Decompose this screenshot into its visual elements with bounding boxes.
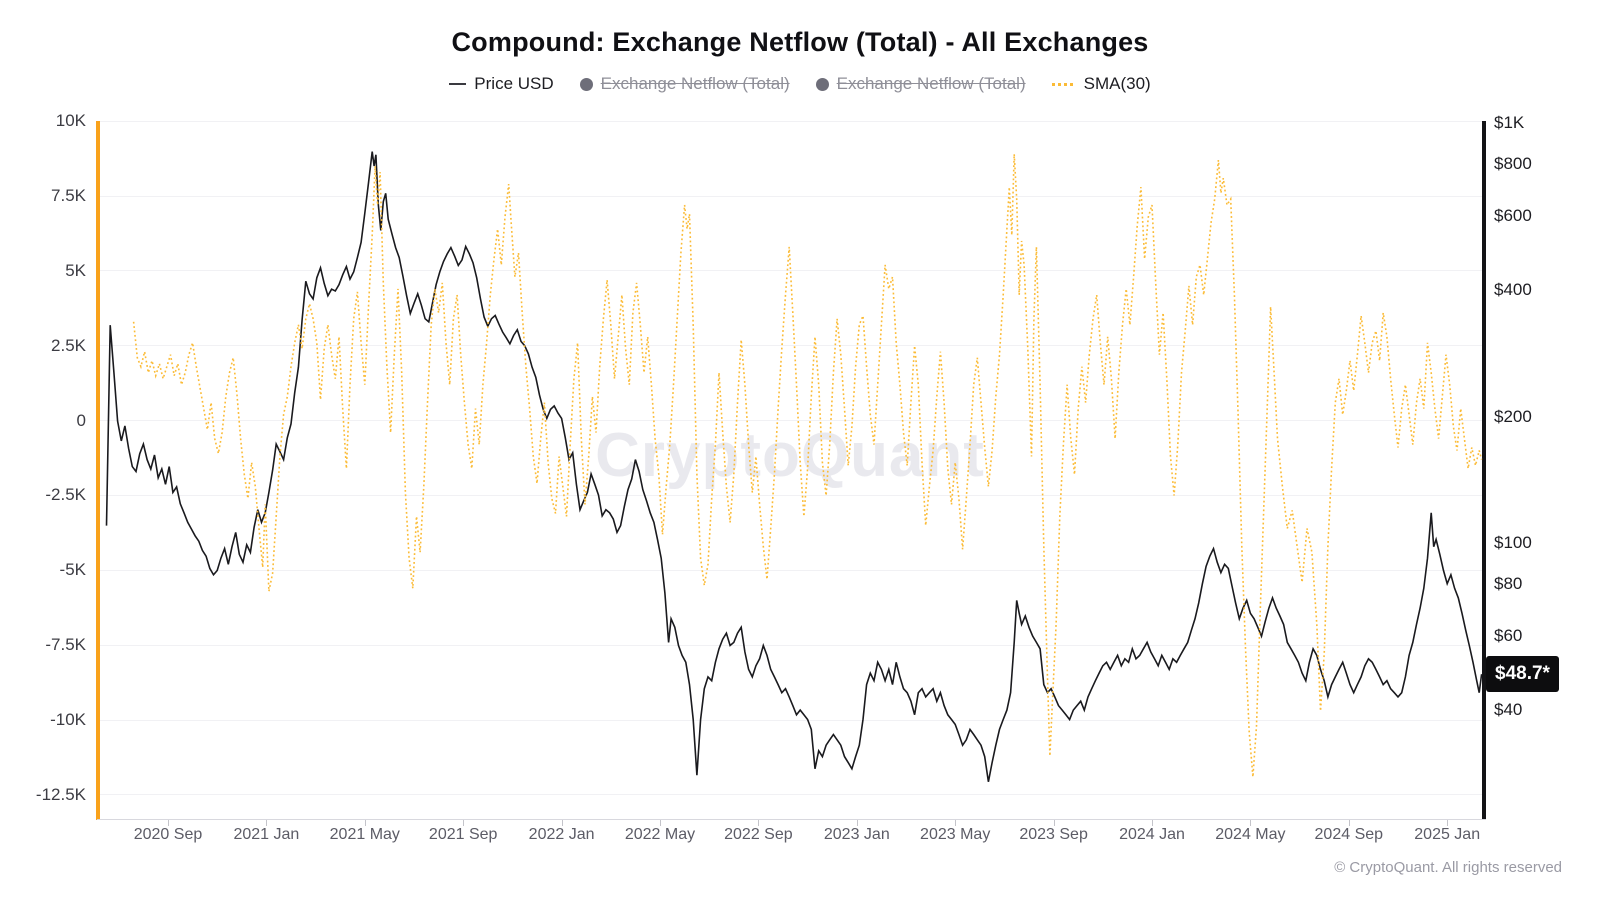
left-axis-tick-label: -5K [59, 560, 86, 580]
left-axis-line [96, 121, 100, 820]
legend: Price USD Exchange Netflow (Total) Exchang… [0, 74, 1600, 94]
gridline [97, 120, 1484, 122]
right-axis-tick-label: $100 [1494, 533, 1532, 552]
legend-line-icon [449, 83, 467, 85]
legend-item-label: Price USD [474, 74, 554, 93]
gridline [97, 270, 1484, 272]
gridline [97, 719, 1484, 721]
x-axis-line [97, 819, 1486, 820]
x-axis-tick [561, 820, 563, 826]
x-axis-tick [168, 820, 169, 826]
gridline [97, 195, 1484, 197]
x-axis-tick [1152, 820, 1153, 826]
x-axis-tick-label: 2022 Sep [724, 826, 793, 843]
x-axis-tick [1447, 820, 1449, 826]
legend-item-label: Exchange Netflow (Total) [836, 74, 1026, 93]
legend-dotted-line-icon [1051, 82, 1076, 86]
x-axis-tick-label: 2022 Jan [528, 826, 595, 843]
left-axis-tick-label: 7.5K [51, 186, 86, 206]
left-axis-tick-label: 5K [65, 260, 86, 280]
copyright-text: © CryptoQuant. All rights reserved [1334, 859, 1562, 876]
left-axis-tick-label: 10K [55, 111, 86, 131]
left-axis-tick-label: -12.5K [35, 784, 86, 804]
x-axis-tick-label: 2024 Jan [1119, 826, 1185, 843]
right-axis-tick-label: $200 [1494, 406, 1532, 426]
right-axis-tick-label: $80 [1494, 573, 1523, 593]
x-axis-tick [463, 820, 465, 826]
right-axis-tick-label: $400 [1494, 280, 1532, 300]
legend-item-price-usd[interactable]: Price USD [449, 74, 554, 94]
x-axis-tick-label: 2023 Jan [823, 826, 890, 843]
x-axis-tick-label: 2021 Jan [233, 826, 300, 843]
x-axis-tick-label: 2024 May [1215, 826, 1286, 843]
left-axis-tick-label: -7.5K [45, 635, 86, 655]
x-axis-tick [856, 820, 858, 826]
gridline [97, 569, 1484, 571]
right-axis-tick-label: $1K [1494, 113, 1525, 132]
left-axis-tick-label: -2.5K [45, 485, 86, 505]
gridline [97, 345, 1484, 347]
legend-item-label: SMA(30) [1083, 74, 1151, 93]
x-axis-tick-label: 2023 May [920, 826, 991, 843]
legend-item-label: Exchange Netflow (Total) [600, 74, 790, 93]
right-axis-line [1482, 121, 1486, 820]
x-axis-tick [364, 820, 366, 826]
right-axis-tick-label: $800 [1494, 153, 1532, 173]
legend-dot-icon [579, 77, 593, 91]
x-axis-tick [266, 820, 268, 826]
x-axis-tick [1053, 820, 1055, 826]
right-axis-tick-label: $600 [1494, 206, 1532, 226]
x-axis-tick-label: 2021 May [329, 826, 400, 843]
legend-item-exchange-netflow-total-[interactable]: Exchange Netflow (Total) [579, 74, 790, 94]
right-axis-tick-label: $60 [1494, 626, 1523, 646]
x-axis-tick [955, 820, 957, 826]
x-axis-tick-label: 2025 Jan [1414, 826, 1481, 843]
x-axis-tick-label: 2024 Sep [1314, 826, 1384, 843]
x-axis-tick-label: 2021 Sep [428, 826, 498, 843]
legend-item-sma-30-[interactable]: SMA(30) [1051, 74, 1151, 94]
x-axis-tick [660, 820, 661, 826]
x-axis-tick [758, 820, 760, 826]
x-axis-tick-label: 2020 Sep [133, 826, 203, 843]
left-axis-tick-label: 2.5K [51, 335, 86, 355]
gridline [97, 644, 1484, 646]
legend-item-exchange-netflow-total-[interactable]: Exchange Netflow (Total) [815, 74, 1026, 94]
x-axis-tick-label: 2022 May [624, 826, 696, 843]
left-axis-tick-label: -10K [50, 710, 86, 729]
x-axis-tick [1250, 820, 1252, 826]
gridline [97, 494, 1484, 496]
gridline [97, 794, 1484, 796]
right-axis-tick-label: $40 [1494, 700, 1523, 720]
cryptoquant-watermark: CryptoQuant [595, 421, 985, 490]
left-axis-tick-label: 0 [76, 410, 86, 430]
last-price-badge: $48.7* [1486, 656, 1559, 693]
chart-title: Compound: Exchange Netflow (Total) - All… [451, 27, 1149, 57]
legend-dot-icon [815, 77, 829, 91]
x-axis-tick [1348, 820, 1350, 826]
x-axis-tick-label: 2023 Sep [1019, 826, 1088, 843]
